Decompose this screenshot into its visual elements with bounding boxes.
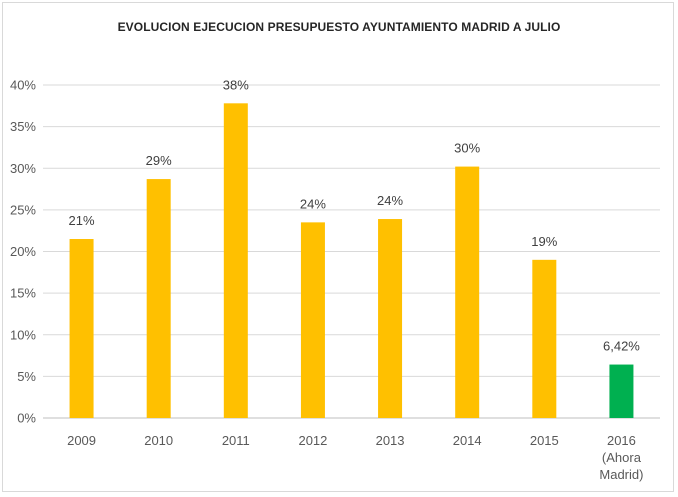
bar	[609, 364, 634, 418]
data-labels: 21% 29% 38% 24% 24% 30% 19% 6,42%	[69, 77, 641, 353]
x-tick-label-line: 2011	[222, 433, 250, 448]
bars	[69, 103, 634, 418]
data-label: 21%	[69, 213, 95, 228]
x-tick-label-line: 2016	[607, 433, 636, 448]
x-tick-label-line: 2009	[67, 433, 96, 448]
x-tick-label: 2016 (Ahora Madrid)	[599, 433, 643, 482]
bar	[455, 166, 480, 418]
x-tick-label: 2012	[298, 433, 327, 448]
bar	[69, 239, 94, 418]
bar	[300, 222, 325, 418]
x-tick-label-line: 2014	[453, 433, 482, 448]
x-tick-label-line: (Ahora	[602, 450, 642, 465]
y-tick-label: 35%	[10, 119, 36, 134]
data-label: 19%	[531, 234, 557, 249]
x-tick-label: 2013	[376, 433, 405, 448]
chart-title: EVOLUCION EJECUCION PRESUPUESTO AYUNTAMI…	[117, 20, 561, 34]
x-tick-label-line: 2013	[376, 433, 405, 448]
data-label: 24%	[300, 196, 326, 211]
y-tick-label: 20%	[10, 244, 36, 259]
x-tick-label: 2015	[530, 433, 559, 448]
x-tick-label: 2009	[67, 433, 96, 448]
y-tick-label: 25%	[10, 202, 36, 217]
y-tick-label: 0%	[17, 411, 36, 426]
x-tick-label-line: 2015	[530, 433, 559, 448]
data-label: 30%	[454, 141, 480, 156]
y-axis-ticks: 0% 5% 10% 15% 20% 25% 30% 35% 40%	[10, 78, 36, 426]
data-label: 38%	[223, 77, 249, 92]
y-tick-label: 10%	[10, 327, 36, 342]
y-tick-label: 40%	[10, 78, 36, 93]
y-tick-label: 5%	[17, 369, 36, 384]
x-tick-label: 2011	[222, 433, 250, 448]
bar	[146, 179, 171, 418]
chart-frame	[2, 2, 674, 492]
bar	[223, 103, 248, 418]
x-tick-label-line: 2012	[298, 433, 327, 448]
gridlines	[43, 84, 660, 419]
data-label: 29%	[146, 153, 172, 168]
y-tick-label: 15%	[10, 286, 36, 301]
x-tick-label-line: Madrid)	[599, 467, 643, 482]
y-tick-label: 30%	[10, 161, 36, 176]
data-label: 6,42%	[603, 339, 640, 354]
x-tick-label: 2014	[453, 433, 482, 448]
bar	[532, 259, 557, 418]
x-axis-ticks: 2009 2010 2011 2012 2013 2014 2015 2016 (Ahora Ma…	[67, 433, 643, 482]
x-tick-label: 2010	[144, 433, 173, 448]
data-label: 24%	[377, 193, 403, 208]
x-tick-label-line: 2010	[144, 433, 173, 448]
bar	[378, 219, 403, 418]
